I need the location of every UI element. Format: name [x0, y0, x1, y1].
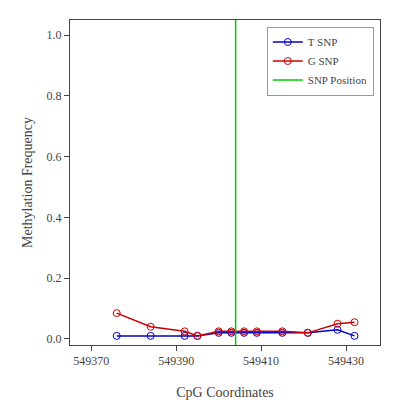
svg-text:G SNP: G SNP — [308, 55, 339, 67]
svg-text:Methylation Frequency: Methylation Frequency — [20, 117, 35, 248]
svg-text:0.4: 0.4 — [47, 211, 62, 225]
svg-text:0.8: 0.8 — [47, 89, 62, 103]
svg-text:0.6: 0.6 — [47, 150, 62, 164]
svg-text:0.0: 0.0 — [47, 332, 62, 346]
svg-text:1.0: 1.0 — [47, 28, 62, 42]
svg-text:549430: 549430 — [328, 354, 364, 368]
svg-text:SNP Position: SNP Position — [308, 74, 367, 86]
svg-text:T SNP: T SNP — [308, 36, 337, 48]
svg-text:549390: 549390 — [158, 354, 194, 368]
svg-text:CpG Coordinates: CpG Coordinates — [176, 385, 274, 400]
svg-text:0.2: 0.2 — [47, 271, 62, 285]
svg-text:549370: 549370 — [73, 354, 109, 368]
svg-text:549410: 549410 — [243, 354, 279, 368]
